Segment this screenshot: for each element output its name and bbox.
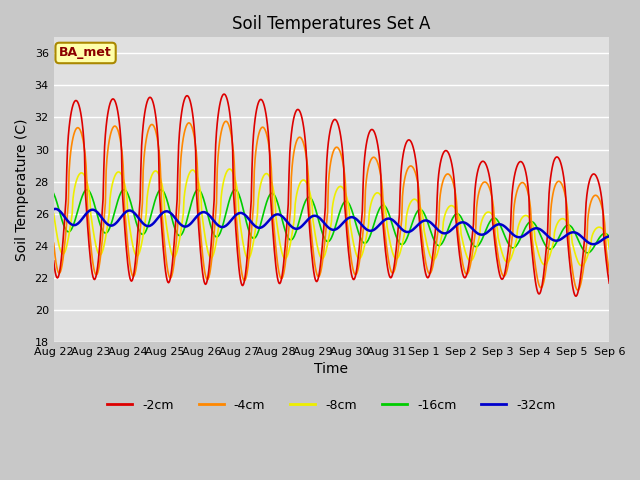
-2cm xyxy=(433,216,440,222)
-32cm xyxy=(196,210,204,216)
-4cm xyxy=(605,269,613,275)
-32cm xyxy=(51,206,59,212)
-32cm xyxy=(556,237,563,243)
X-axis label: Time: Time xyxy=(314,362,348,376)
-2cm xyxy=(378,204,385,210)
-32cm xyxy=(324,224,332,229)
-32cm xyxy=(378,220,385,226)
-8cm xyxy=(50,211,58,216)
-8cm xyxy=(226,166,234,172)
-32cm xyxy=(50,206,58,212)
-16cm xyxy=(433,241,440,247)
-16cm xyxy=(556,234,563,240)
-16cm xyxy=(173,229,180,235)
-8cm xyxy=(556,218,563,224)
-4cm xyxy=(574,287,582,293)
-16cm xyxy=(50,191,58,196)
-4cm xyxy=(172,247,179,252)
Y-axis label: Soil Temperature (C): Soil Temperature (C) xyxy=(15,119,29,261)
-2cm xyxy=(324,147,332,153)
-2cm xyxy=(605,280,613,286)
-16cm xyxy=(324,239,332,244)
-2cm xyxy=(556,156,563,162)
Title: Soil Temperatures Set A: Soil Temperatures Set A xyxy=(232,15,431,33)
-4cm xyxy=(378,179,385,185)
-2cm xyxy=(172,220,179,226)
-16cm xyxy=(605,234,613,240)
-2cm xyxy=(50,258,58,264)
-8cm xyxy=(196,184,204,190)
Line: -8cm: -8cm xyxy=(54,169,609,266)
-4cm xyxy=(196,216,204,222)
-8cm xyxy=(378,194,385,200)
Line: -4cm: -4cm xyxy=(54,121,609,290)
-8cm xyxy=(324,241,332,247)
-4cm xyxy=(222,119,230,124)
-32cm xyxy=(589,241,597,247)
Line: -2cm: -2cm xyxy=(54,94,609,296)
-16cm xyxy=(196,188,204,194)
-32cm xyxy=(605,233,613,239)
-32cm xyxy=(433,226,440,231)
-8cm xyxy=(605,246,613,252)
Line: -32cm: -32cm xyxy=(54,209,609,244)
-4cm xyxy=(50,240,58,246)
-4cm xyxy=(556,179,563,184)
-32cm xyxy=(173,216,180,222)
-2cm xyxy=(572,293,580,299)
-16cm xyxy=(83,187,91,192)
-16cm xyxy=(584,250,591,256)
-4cm xyxy=(433,240,440,246)
Legend: -2cm, -4cm, -8cm, -16cm, -32cm: -2cm, -4cm, -8cm, -16cm, -32cm xyxy=(102,394,561,417)
-8cm xyxy=(172,252,179,258)
Text: BA_met: BA_met xyxy=(60,47,112,60)
-8cm xyxy=(433,253,440,259)
Line: -16cm: -16cm xyxy=(54,190,609,253)
-16cm xyxy=(378,203,385,209)
-4cm xyxy=(324,209,332,215)
-8cm xyxy=(578,263,586,269)
-2cm xyxy=(196,236,204,242)
-2cm xyxy=(220,91,228,97)
